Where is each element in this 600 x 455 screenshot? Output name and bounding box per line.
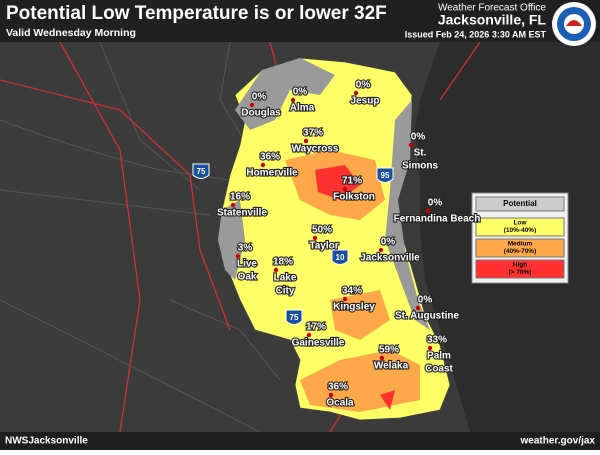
city-percent: 0%: [356, 80, 371, 91]
city-percent: 16%: [230, 192, 250, 203]
city-name: Live: [237, 259, 257, 270]
city-dot: [273, 267, 279, 273]
interstate-shield: [192, 163, 210, 179]
legend-name: Low: [514, 220, 528, 227]
city-name: Lake: [274, 273, 297, 284]
city-name: Folkston: [333, 192, 375, 203]
city-name: St.: [414, 148, 427, 159]
city-percent: 71%: [342, 176, 362, 187]
subtitle: Valid Wednesday Morning: [6, 27, 136, 39]
legend-swatch: [475, 238, 565, 258]
header-bar: [0, 0, 600, 42]
city-percent: 0%: [381, 237, 396, 248]
medium-area: [285, 150, 420, 412]
city-dot: [235, 253, 241, 259]
city-dot: [427, 345, 433, 351]
city-name: Jesup: [351, 96, 380, 107]
city-name: Welaka: [374, 361, 409, 372]
city-name: Jacksonville: [360, 253, 420, 264]
city-dot: [230, 202, 236, 208]
city-percent: 17%: [306, 322, 326, 333]
legend-name: Medium: [508, 241, 533, 248]
legend-name: High: [513, 262, 527, 269]
city-name: Palm: [427, 351, 451, 362]
issued: Issued Feb 24, 2026 3:30 AM EST: [405, 29, 547, 39]
city-percent: 33%: [427, 335, 447, 346]
no-risk-area: [385, 100, 430, 330]
office-label: Weather Forecast Office: [438, 3, 546, 14]
city-dot: [249, 102, 255, 108]
city-percent: 3%: [238, 243, 253, 254]
title: Potential Low Temperature is or lower 32…: [6, 3, 387, 24]
footer-left: NWSJacksonville: [5, 436, 88, 447]
interstate-number: 75: [197, 167, 206, 176]
office: Jacksonville, FL: [438, 12, 547, 28]
legend-range: (> 70%): [509, 269, 532, 276]
city-dot: [342, 296, 348, 302]
legend-swatch: [475, 217, 565, 237]
city-dot: [312, 235, 318, 241]
city-name: St. Augustine: [395, 311, 460, 322]
city-name: Taylor: [309, 241, 338, 252]
city-percent: 0%: [428, 198, 443, 209]
boundaries: [0, 41, 281, 433]
city-name: Homerville: [246, 168, 298, 179]
city-dot: [260, 162, 266, 168]
interstate-shield: [285, 309, 303, 325]
footer-bar: [0, 432, 600, 450]
city-percent: 0%: [411, 132, 426, 143]
city-name: Kingsley: [333, 302, 375, 313]
city-percent: 50%: [312, 225, 332, 236]
city-name: Statenville: [217, 208, 267, 219]
no-risk-area: [218, 200, 245, 280]
highways: [0, 41, 481, 433]
high-area: [315, 165, 395, 410]
city-percent: 0%: [293, 87, 308, 98]
city-percent: 36%: [260, 152, 280, 163]
city-dot: [303, 138, 309, 144]
city-name: Fernandina Beach: [394, 214, 481, 225]
city-dot: [328, 392, 334, 398]
city-percent: 0%: [252, 92, 267, 103]
city-dot: [342, 186, 348, 192]
legend-header: [475, 196, 565, 212]
city-dot: [408, 142, 414, 148]
city-dot: [353, 90, 359, 96]
city-name: Ocala: [326, 398, 354, 409]
city-name: Douglas: [241, 108, 281, 119]
city-dot: [290, 97, 296, 103]
interstate-number: 95: [381, 171, 390, 180]
legend: Potential Low(10%-40%) Medium(40%-70%) Hig…: [471, 192, 569, 284]
city-percent: 18%: [273, 257, 293, 268]
city-percent: 34%: [342, 286, 362, 297]
nws-logo: [552, 2, 596, 46]
city-dot: [379, 355, 385, 361]
city-name: Simons: [402, 161, 439, 172]
interstate-shield: [376, 167, 394, 183]
city-percent: 59%: [379, 345, 399, 356]
city-dot: [378, 247, 384, 253]
city-percent: 36%: [328, 382, 348, 393]
legend-title: Potential: [503, 199, 537, 208]
legend-swatch: [475, 259, 565, 279]
legend-range: (10%-40%): [504, 227, 537, 234]
interstate-number: 75: [290, 313, 299, 322]
city-dot: [415, 305, 421, 311]
city-name: Waycross: [292, 144, 339, 155]
interstate-number: 10: [336, 253, 345, 262]
city-name: Coast: [425, 364, 453, 375]
city-name: Gainesville: [292, 338, 345, 349]
legend-range: (40%-70%): [504, 248, 537, 255]
city-dot: [306, 332, 312, 338]
city-percent: 0%: [418, 295, 433, 306]
interstate-shield: [331, 249, 349, 265]
footer-right: weather.gov/jax: [520, 436, 596, 447]
city-name: City: [276, 286, 295, 297]
city-dot: [425, 208, 431, 214]
city-name: Oak: [238, 272, 257, 283]
city-name: Alma: [290, 103, 315, 114]
no-risk-area: [235, 58, 335, 130]
city-percent: 37%: [303, 128, 323, 139]
